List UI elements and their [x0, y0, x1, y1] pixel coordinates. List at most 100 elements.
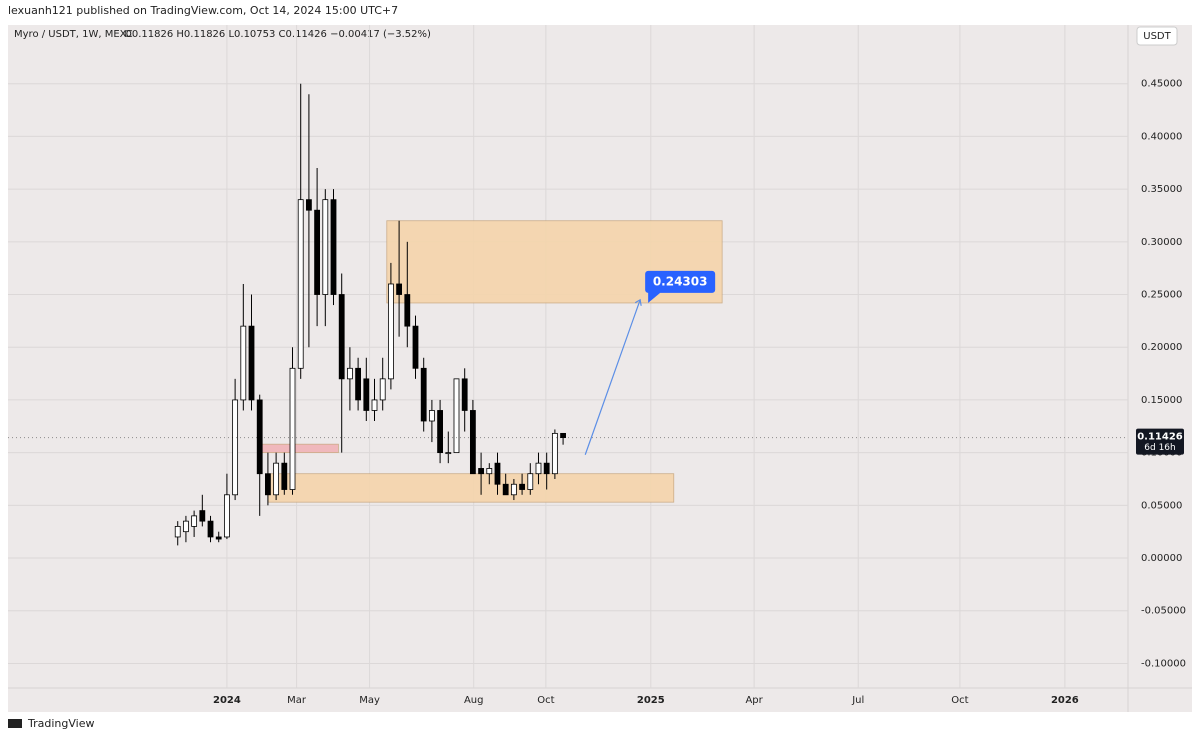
candle — [183, 515, 189, 543]
candle — [412, 315, 419, 379]
y-tick-label: -0.05000 — [1141, 606, 1186, 617]
zone — [259, 443, 339, 454]
candle — [371, 378, 378, 422]
candle — [215, 531, 222, 543]
y-tick-label: 0.35000 — [1141, 184, 1182, 195]
candle-body — [174, 526, 181, 538]
candle — [494, 452, 501, 495]
candle-body — [535, 462, 542, 475]
x-tick-label: 2024 — [213, 695, 241, 706]
candle-body — [248, 325, 255, 401]
candle — [240, 283, 247, 411]
candle-body — [437, 410, 443, 454]
last-price-box — [1136, 428, 1184, 455]
candle — [420, 357, 427, 432]
y-tick-label: 0.15000 — [1141, 395, 1182, 406]
candle-body — [199, 510, 206, 522]
candle-body — [355, 367, 362, 401]
candle-body — [560, 432, 566, 438]
candle-body — [379, 378, 386, 401]
candle-body — [330, 199, 337, 295]
candle-body — [306, 199, 312, 211]
candle-body — [510, 483, 517, 496]
candle-body — [191, 515, 198, 527]
x-tick-label: 2026 — [1051, 695, 1079, 706]
x-tick-label: Oct — [537, 695, 554, 706]
candle-body — [445, 452, 452, 455]
candle — [396, 220, 402, 337]
symbol: Myro / USDT, 1W, MEXC — [14, 29, 133, 40]
candle-body — [314, 209, 321, 295]
candle — [551, 429, 558, 479]
candle-body — [273, 462, 280, 496]
author-line: lexuanh121 published on TradingView.com,… — [8, 4, 398, 17]
candle-body — [281, 462, 288, 490]
arrow-head — [634, 298, 642, 306]
candle-body — [453, 378, 460, 454]
candle — [387, 262, 394, 390]
candle-body — [387, 283, 394, 380]
y-tick-label: 0.00000 — [1141, 553, 1182, 564]
candle — [338, 273, 345, 453]
candle-body — [469, 410, 476, 475]
candle — [543, 452, 550, 490]
arrow — [584, 299, 641, 455]
candle — [486, 463, 493, 485]
candle-body — [396, 283, 402, 295]
y-tick-label: -0.10000 — [1141, 658, 1186, 669]
candle — [224, 473, 230, 540]
candle-body — [543, 462, 550, 475]
y-tick-label: 0.20000 — [1141, 342, 1182, 353]
candle-body — [183, 520, 189, 533]
x-tick-label: Apr — [745, 695, 763, 706]
currency: USDT — [1143, 31, 1171, 42]
candle — [191, 510, 198, 537]
candle — [199, 494, 206, 527]
candle-body — [420, 367, 427, 422]
candle — [297, 83, 304, 379]
candle — [510, 478, 517, 501]
candle-body — [494, 462, 501, 485]
candle — [314, 168, 321, 327]
ohlc-label: O0.11826 H0.11826 L0.10753 C0.11426 −0.0… — [124, 29, 431, 40]
y-tick-label: 0.45000 — [1141, 79, 1182, 90]
currency-box — [1136, 26, 1178, 46]
candle-body — [207, 520, 214, 538]
candle-body — [265, 473, 271, 496]
candle — [527, 463, 534, 495]
candle — [347, 347, 353, 411]
candle-body — [338, 294, 345, 380]
candle — [379, 357, 386, 411]
x-tick-label: 2025 — [637, 695, 665, 706]
candle — [461, 368, 468, 432]
candle — [265, 452, 271, 506]
candle — [502, 473, 509, 496]
candle — [453, 378, 460, 454]
candle-body — [502, 483, 509, 496]
candle-body — [461, 378, 468, 411]
candle-body — [371, 399, 378, 411]
candle — [445, 431, 452, 464]
candle-body — [347, 367, 353, 380]
candle-body — [478, 468, 484, 475]
candle — [519, 473, 525, 495]
candle — [273, 452, 280, 501]
candle-body — [297, 199, 304, 369]
candle — [330, 189, 337, 306]
candle-body — [428, 410, 435, 422]
x-tick-label: Jul — [851, 695, 864, 706]
y-tick-label: 0.05000 — [1141, 500, 1182, 511]
candle — [535, 452, 542, 485]
y-tick-label: 0.30000 — [1141, 237, 1182, 248]
last-price: 0.11426 — [1137, 432, 1183, 443]
logo — [8, 719, 22, 728]
x-tick-label: Mar — [287, 695, 307, 706]
candle — [322, 189, 329, 327]
countdown: 6d 16h — [1144, 443, 1175, 453]
candle-body — [289, 367, 296, 490]
candle — [428, 399, 435, 443]
y-tick-label: 0.25000 — [1141, 290, 1182, 301]
candle — [289, 347, 296, 495]
candle — [478, 452, 484, 495]
